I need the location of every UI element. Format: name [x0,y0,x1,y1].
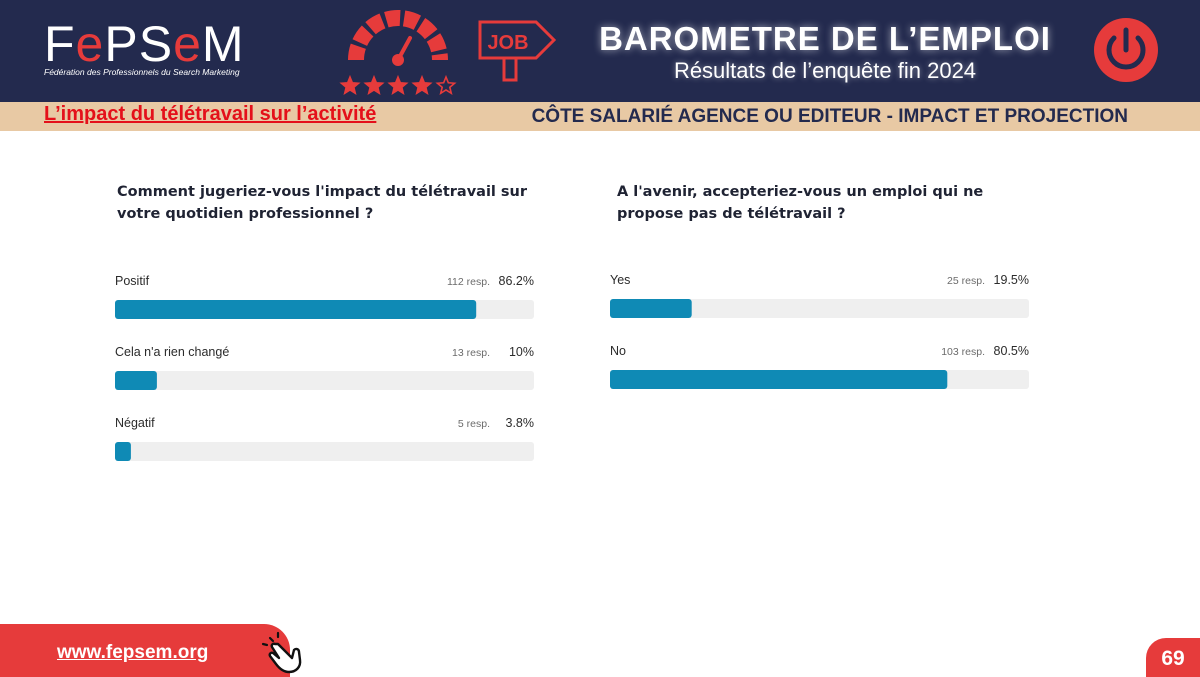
fepsem-logo: FePSeM [44,18,245,70]
response-count-label: 25 resp. [947,275,985,287]
website-link[interactable]: www.fepsem.org [57,642,209,663]
job-sign-label: JOB [487,32,528,54]
percent-label: 86.2% [499,274,534,288]
page-subtitle: Résultats de l’enquête fin 2024 [673,58,977,83]
section-band [0,102,1200,131]
page-title: BAROMETRE DE L’EMPLOI [599,20,1051,57]
category-label: Cela n'a rien changé [115,345,229,359]
bar-track [115,371,534,390]
bar-track [610,299,1029,318]
bar [610,299,692,318]
footer-tab [0,624,290,677]
bar [610,370,948,389]
job-sign-icon: JOB [478,20,557,82]
header-banner [0,0,1200,102]
section-title-link[interactable]: L’impact du télétravail sur l’activité [44,103,377,125]
star-filled-icon [411,74,433,95]
percent-label: 3.8% [506,416,535,430]
section-subtitle: CÔTE SALARIÉ AGENCE OU EDITEUR - IMPACT … [531,106,1128,127]
response-count-label: 5 resp. [458,418,490,430]
chart-row: No 80.5% 103 resp. [610,344,1029,389]
category-label: No [610,344,626,358]
category-label: Yes [610,273,630,287]
logo-subtitle: Fédération des Professionnels du Search … [44,67,240,77]
question-impact: Comment jugeriez-vous l'impact du télétr… [117,184,528,222]
percent-label: 10% [509,345,534,359]
response-count-label: 13 resp. [452,347,490,359]
star-empty-icon [435,74,457,95]
chart-row: Cela n'a rien changé 10% 13 resp. [115,345,534,390]
star-filled-icon [363,74,385,95]
response-count-label: 112 resp. [447,276,490,288]
chart-row: Yes 19.5% 25 resp. [610,273,1029,318]
star-filled-icon [339,74,361,95]
response-count-label: 103 resp. [941,346,985,358]
category-label: Positif [115,274,150,288]
bar [115,442,131,461]
page-number: 69 [1146,638,1200,677]
logo-text: FePSeM [44,16,245,72]
category-label: Négatif [115,416,155,430]
star-filled-icon [387,74,409,95]
percent-label: 80.5% [994,344,1029,358]
bar [115,371,157,390]
chart-row: Négatif 3.8% 5 resp. [115,416,534,461]
speedometer-icon [339,10,457,95]
bar-track [115,442,534,461]
power-icon[interactable] [1092,16,1160,84]
chart-row: Positif 86.2% 112 resp. [115,274,534,319]
question-future-job: A l'avenir, accepteriez-vous un emploi q… [617,184,984,222]
pointing-hand-icon [261,631,302,674]
bar [115,300,477,319]
rating-stars [339,74,457,95]
percent-label: 19.5% [994,273,1029,287]
